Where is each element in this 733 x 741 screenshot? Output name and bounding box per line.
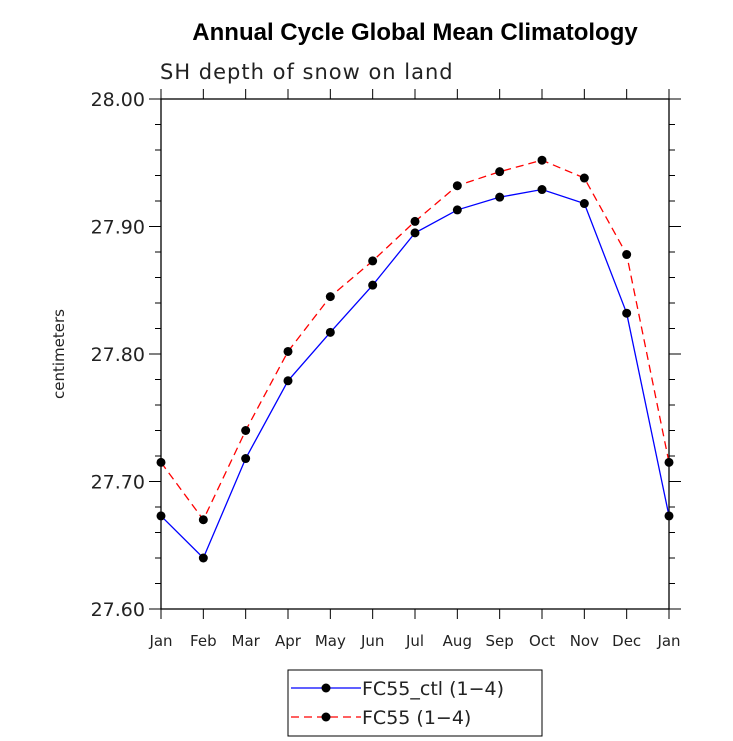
data-point	[537, 155, 547, 165]
data-point	[198, 553, 208, 563]
data-point	[537, 185, 547, 195]
x-tick-label: Dec	[612, 632, 641, 650]
x-tick-label: Aug	[443, 632, 472, 650]
data-point	[368, 280, 378, 290]
y-tick-label: 27.80	[91, 344, 145, 366]
data-point	[452, 205, 462, 215]
chart-title: Annual Cycle Global Mean Climatology	[192, 19, 638, 46]
plot-frame	[160, 98, 670, 610]
data-point	[325, 327, 335, 337]
x-tick-label: Jun	[360, 632, 384, 650]
data-point	[452, 181, 462, 191]
x-tick-label: Feb	[190, 632, 217, 650]
data-point	[283, 376, 293, 386]
legend-label-2: FC55 (1−4)	[362, 707, 471, 729]
plot-area: 27.60 27.70 27.80 27.90 28.00 Jan Feb Mar Apr May…	[91, 89, 681, 650]
data-point	[579, 199, 589, 209]
data-point	[198, 515, 208, 525]
data-point	[664, 511, 674, 521]
series-line	[160, 159, 670, 522]
x-tick-label: Nov	[570, 632, 599, 650]
data-point	[241, 426, 251, 435]
legend-marker-2	[321, 712, 331, 722]
x-tick-label: Mar	[232, 632, 261, 650]
x-tick-label: Apr	[275, 632, 302, 650]
legend-marker-1	[321, 683, 331, 693]
data-point	[410, 228, 420, 238]
data-point	[495, 192, 505, 202]
series-layer	[156, 155, 674, 563]
legend-box	[287, 669, 543, 737]
y-tick-label: 27.90	[91, 217, 145, 239]
series-1	[156, 185, 674, 563]
x-tick-label: Jan	[148, 632, 172, 650]
series-line	[160, 188, 670, 560]
y-axis-label: centimeters	[50, 309, 68, 399]
legend: FC55_ctl (1−4) FC55 (1−4)	[287, 669, 543, 737]
data-point	[622, 250, 632, 260]
data-point	[368, 256, 378, 266]
x-tick-label: Jan	[656, 632, 680, 650]
data-point	[495, 167, 505, 177]
data-point	[325, 292, 335, 302]
data-point	[283, 346, 293, 356]
data-point	[156, 457, 166, 467]
data-point	[241, 454, 251, 464]
x-tick-label: May	[315, 632, 346, 650]
y-tick-label: 28.00	[91, 89, 145, 111]
x-tick-label: Sep	[486, 632, 514, 650]
data-point	[579, 173, 589, 183]
series-2	[156, 155, 674, 525]
data-point	[664, 457, 674, 467]
y-tick-label: 27.60	[91, 599, 145, 621]
data-point	[156, 511, 166, 521]
data-point	[410, 216, 420, 226]
data-point	[622, 308, 632, 318]
y-tick-label: 27.70	[91, 472, 145, 494]
x-tick-label: Oct	[529, 632, 555, 650]
chart-subtitle: SH depth of snow on land	[160, 60, 454, 84]
x-tick-label: Jul	[405, 632, 424, 650]
legend-label-1: FC55_ctl (1−4)	[362, 678, 504, 700]
